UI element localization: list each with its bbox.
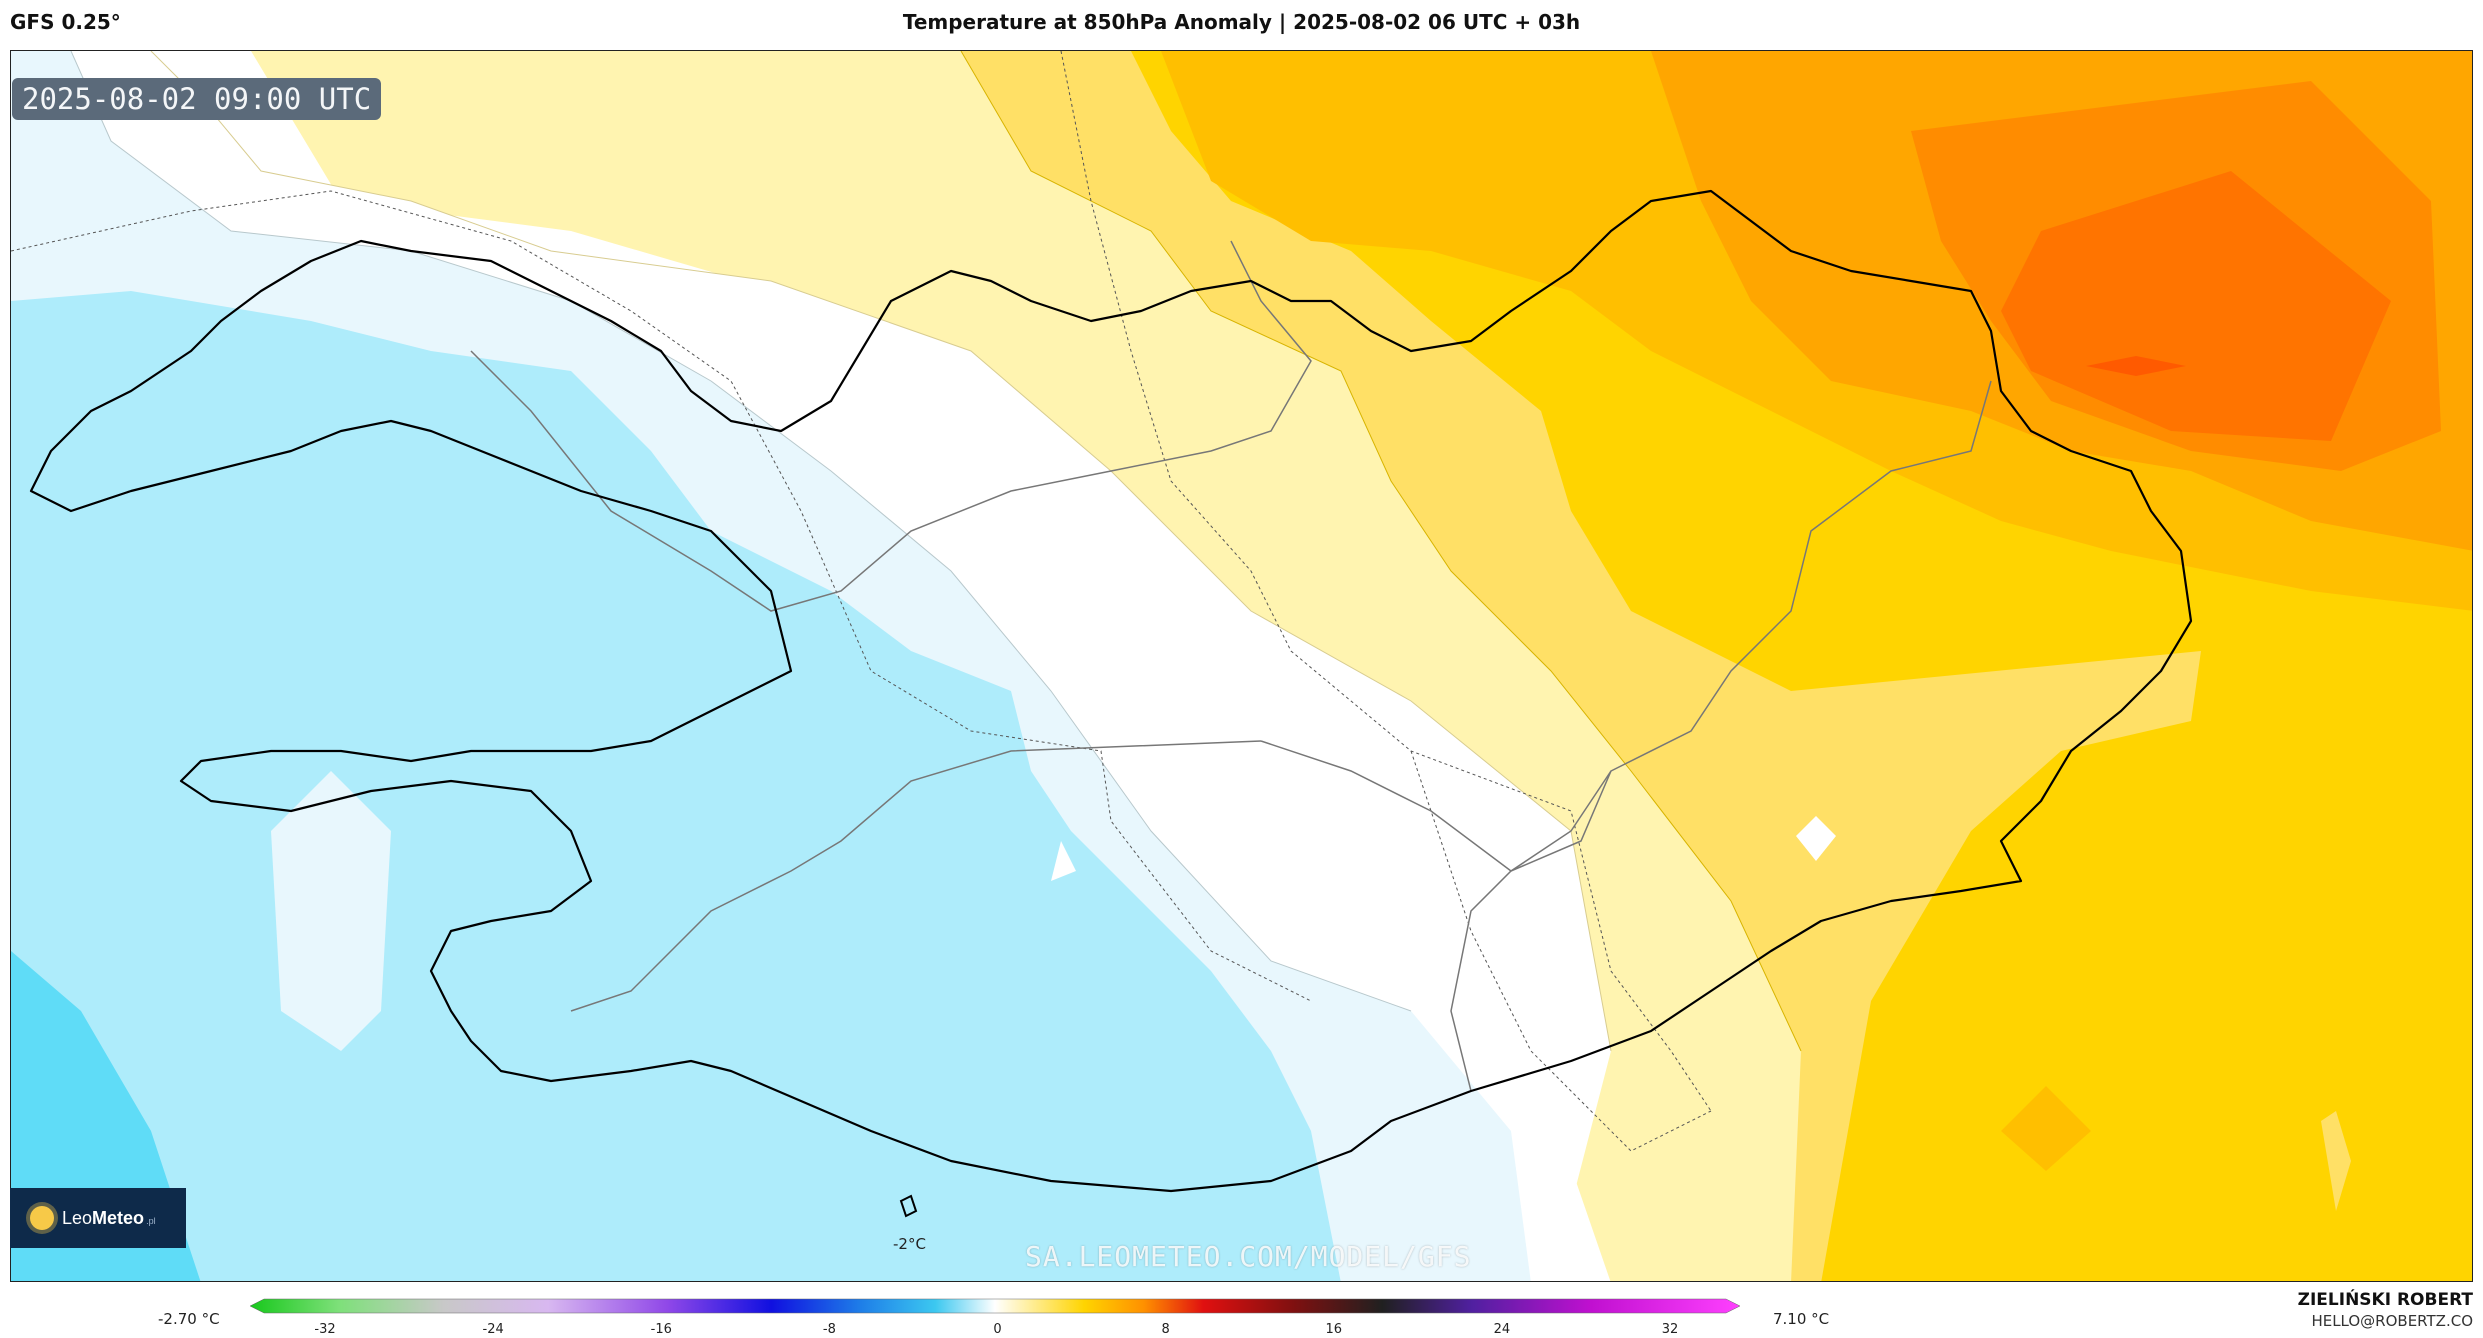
author-email: HELLO@ROBERTZ.CO [2311, 1312, 2473, 1330]
model-name: GFS 0.25° [10, 10, 121, 34]
neutral-islet [1051, 841, 1076, 881]
chart-title: Temperature at 850hPa Anomaly | 2025-08-… [902, 10, 1581, 34]
interior-road-3 [570, 740, 1262, 1012]
colorbar-tick-label: 24 [1493, 1322, 1511, 1337]
colorbar-tick-label: 0 [993, 1322, 1002, 1337]
dotted-boundary-3 [1410, 750, 1712, 1152]
warm-sliver [2321, 1111, 2351, 1211]
map-area [10, 50, 2473, 1282]
neutral-islet-east [1796, 816, 1836, 861]
valid-time-badge: 2025-08-02 09:00 UTC [12, 78, 382, 120]
logo-name-light: Leo [62, 1207, 93, 1228]
contour-label: -2°C [893, 1235, 926, 1253]
dotted-boundary-1 [11, 190, 1312, 1002]
source-watermark: SA.LEOMETEO.COM/MODEL/GFS [1025, 1240, 1472, 1273]
sun-icon [30, 1206, 54, 1230]
dotted-boundary-2 [1060, 51, 1712, 1112]
logo-text: LeoMeteo .pl [62, 1208, 156, 1229]
colorbar-min-label: -2.70 °C [158, 1310, 220, 1328]
interior-road-4 [1450, 770, 1612, 1092]
colorbar-tick-label: -24 [482, 1322, 504, 1337]
interior-road-1 [470, 240, 1312, 612]
colorbar-tick-label: -8 [822, 1322, 836, 1337]
leometeo-logo: LeoMeteo .pl [10, 1188, 186, 1248]
peak-center [2086, 356, 2186, 376]
colorbar-tick-label: 16 [1325, 1322, 1343, 1337]
colorbar-tick-label: -16 [650, 1322, 672, 1337]
colorbar [250, 1298, 1740, 1314]
colorbar-tick-label: 32 [1661, 1322, 1679, 1337]
anomaly-map-svg [11, 51, 2472, 1281]
contour-line-2 [150, 51, 1612, 1052]
coastline-islet [899, 1194, 918, 1218]
colorbar-tick-label: 8 [1161, 1322, 1170, 1337]
peak-anomaly-zone [2001, 171, 2391, 441]
logo-suffix: .pl [146, 1215, 156, 1226]
contour-line-3 [960, 51, 1802, 1052]
colorbar-tick-label: -32 [314, 1322, 336, 1337]
contour-line-1 [70, 51, 1412, 1012]
logo-name-bold: Meteo [92, 1207, 145, 1228]
colorbar-max-label: 7.10 °C [1773, 1310, 1830, 1328]
interior-road-2 [1260, 380, 1992, 872]
coastline [29, 189, 2193, 1193]
warm-spot-south [2001, 1086, 2091, 1171]
author-name: ZIELIŃSKI ROBERT [2297, 1290, 2473, 1310]
cool-pocket-west [271, 771, 391, 1051]
